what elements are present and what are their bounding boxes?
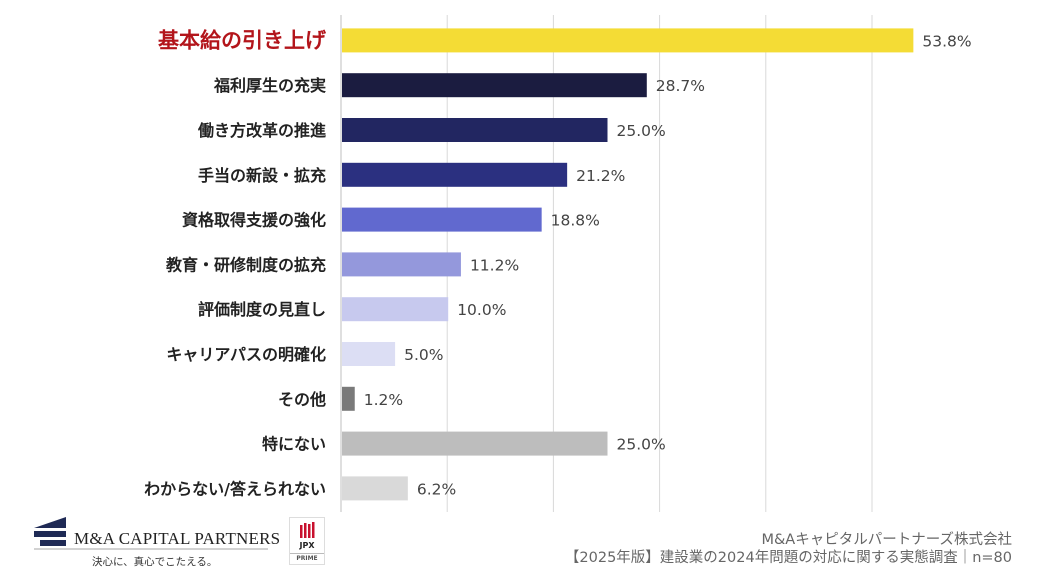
value-label: 10.0% — [457, 301, 506, 319]
bar — [342, 118, 608, 142]
value-labels: 53.8% 28.7% 25.0% 21.2% 18.8% 11.2% 10.0% 5.0% 1… — [364, 32, 972, 498]
bar — [342, 252, 461, 277]
jpx-prime-logo: JPX PRIME — [289, 517, 325, 565]
jpx-prime-label: PRIME — [290, 553, 324, 562]
bar — [342, 28, 914, 53]
category-label: 教育・研修制度の拡充 — [166, 255, 326, 274]
bar — [342, 162, 568, 187]
footer-source: 【2025年版】建設業の2024年問題の対応に関する実態調査｜n=80 — [564, 550, 1012, 566]
gridlines — [340, 15, 873, 512]
bar — [342, 431, 608, 456]
footer-company: M&Aキャピタルパートナーズ株式会社 — [761, 532, 1012, 548]
bar — [342, 73, 647, 98]
value-label: 53.8% — [922, 32, 971, 50]
brand-tagline: 決心に、真心でこたえる。 — [92, 556, 218, 568]
bar — [342, 476, 408, 501]
value-label: 11.2% — [470, 256, 519, 274]
category-label: 働き方改革の推進 — [197, 121, 326, 140]
mac-logo-icon — [34, 517, 268, 550]
category-labels: 基本給の引き上げ福利厚生の充実働き方改革の推進手当の新設・拡充資格取得支援の強化… — [144, 28, 327, 498]
brand-name: M&A CAPITAL PARTNERS — [74, 529, 281, 548]
value-label: 6.2% — [417, 480, 456, 498]
value-label: 25.0% — [617, 122, 666, 140]
category-label: 特にない — [262, 435, 326, 454]
jpx-mark-icon — [300, 522, 315, 538]
bar — [342, 207, 542, 232]
bar — [342, 297, 449, 322]
category-label: その他 — [278, 390, 326, 409]
bars — [342, 28, 914, 501]
category-label: 福利厚生の充実 — [213, 76, 326, 95]
value-label: 21.2% — [576, 167, 625, 185]
category-label: 資格取得支援の強化 — [182, 211, 326, 230]
value-label: 18.8% — [551, 212, 600, 230]
category-label: 基本給の引き上げ — [158, 28, 327, 52]
jpx-label: JPX — [299, 541, 315, 550]
bar — [342, 386, 355, 411]
bar — [342, 342, 396, 366]
bar-chart: 基本給の引き上げ福利厚生の充実働き方改革の推進手当の新設・拡充資格取得支援の強化… — [144, 15, 972, 512]
category-label: キャリアパスの明確化 — [166, 345, 326, 364]
category-label: 手当の新設・拡充 — [198, 166, 326, 185]
category-label: 評価制度の見直し — [198, 300, 326, 319]
value-label: 1.2% — [364, 391, 403, 409]
value-label: 28.7% — [656, 77, 705, 95]
value-label: 5.0% — [404, 346, 443, 364]
value-label: 25.0% — [617, 436, 666, 454]
category-label: わからない/答えられない — [144, 479, 326, 498]
